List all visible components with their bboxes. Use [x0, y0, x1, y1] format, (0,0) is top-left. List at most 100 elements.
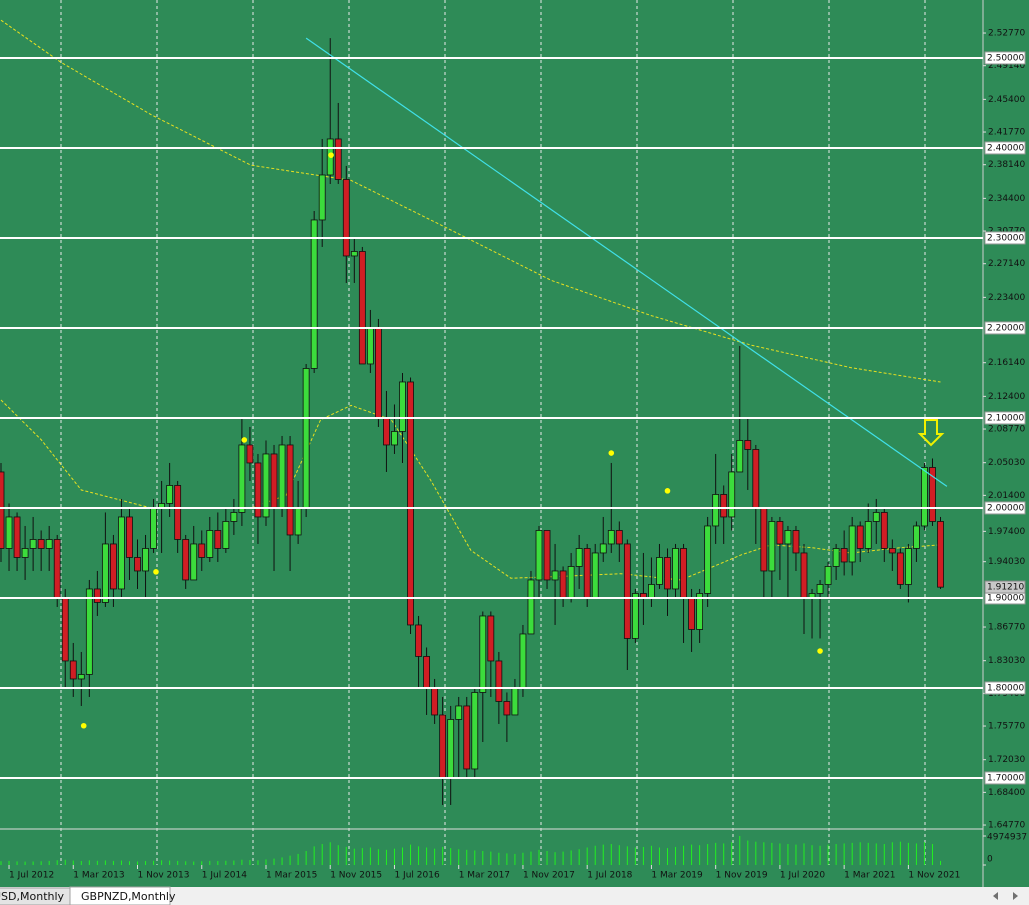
level-label-box [984, 51, 1026, 65]
x-tick-label: 1 Nov 2019 [716, 871, 768, 881]
moving-average [0, 19, 941, 383]
candle-body [479, 615, 487, 693]
candle-body [366, 327, 374, 365]
candle-body [110, 543, 117, 590]
scroll-left[interactable] [993, 892, 998, 900]
candle-body [53, 539, 61, 599]
candle-body [519, 633, 527, 689]
price-axis: 2.52770 2.49140 2.45400 2.41770 2.38140 2.344… [983, 29, 1026, 831]
level-label-box [984, 771, 1026, 785]
candle-body [559, 570, 567, 599]
candle-body [198, 543, 206, 558]
x-tick-label: 1 Nov 2015 [330, 871, 382, 881]
candle-body [342, 179, 350, 257]
candle-body [664, 557, 671, 590]
x-tick-label: 1 Jul 2020 [780, 871, 825, 881]
tab-bar: USD,Monthly GBPNZD,Monthly [0, 886, 1029, 905]
candle-body [190, 543, 198, 581]
candle-body [704, 525, 712, 594]
level-label-box [984, 681, 1026, 695]
candle-body [937, 521, 944, 588]
candle-body [599, 543, 607, 554]
tab-bar-bg [0, 887, 1029, 905]
x-tick-label: 1 Nov 2013 [138, 871, 190, 881]
candle-body [656, 557, 663, 585]
y-tick-label: 2.01400 [988, 491, 1025, 501]
candle-body [744, 440, 752, 450]
price-plot [0, 19, 948, 805]
candle-body [736, 440, 744, 473]
candle-body [37, 539, 45, 549]
candle-body [880, 512, 888, 549]
volume-panel: 4974937 0 [0, 833, 1027, 866]
scroll-right[interactable] [1013, 892, 1018, 900]
candle-body [126, 516, 133, 558]
candle-body [904, 548, 912, 585]
candle-body [696, 593, 704, 630]
y-tick-label: 1.86770 [988, 623, 1025, 633]
level-label: 2.30000 [987, 233, 1024, 243]
candle-body [278, 444, 286, 509]
volume-tick-label: 4974937 [987, 833, 1027, 843]
y-tick-label: 2.45400 [988, 95, 1025, 105]
candle-body [383, 417, 390, 446]
candle-body [358, 251, 366, 365]
candle-body [310, 219, 318, 369]
candle-body [101, 543, 109, 603]
y-tick-label: 2.05030 [988, 458, 1025, 468]
candle-body [487, 615, 495, 662]
candle-body [407, 381, 414, 626]
candle-body [93, 588, 101, 603]
candle-body [511, 687, 519, 716]
level-label: 1.90000 [987, 593, 1024, 603]
candle-body [166, 485, 174, 504]
candle-body [238, 444, 246, 513]
candle-body [270, 453, 278, 509]
candle-body [495, 660, 503, 702]
y-tick-label: 2.08770 [988, 425, 1025, 435]
y-tick-label: 2.16140 [988, 358, 1025, 368]
candle-body [672, 548, 679, 590]
x-tick-label: 1 Mar 2021 [844, 871, 895, 881]
tab-label[interactable]: USD,Monthly [0, 890, 65, 903]
candle-body [728, 471, 736, 518]
candle-body [230, 512, 238, 522]
y-tick-label: 2.12400 [988, 392, 1025, 402]
candle-body [929, 467, 936, 522]
candle-body [182, 539, 190, 581]
candle-body [13, 516, 21, 558]
candle-body [431, 687, 439, 716]
candle-body [77, 674, 85, 680]
candle-body [206, 530, 214, 558]
candle-body [648, 584, 655, 599]
candle-body [784, 530, 792, 545]
x-tick-label: 1 Jul 2016 [394, 871, 439, 881]
tab-active[interactable] [69, 886, 171, 905]
candle-body [214, 530, 222, 549]
candle-body [5, 516, 13, 549]
candle-body [575, 548, 583, 567]
candle-body [607, 530, 615, 545]
candle-body [294, 507, 302, 536]
fractal-marker [664, 488, 671, 494]
candle-body [246, 444, 254, 464]
candle-body [415, 624, 422, 657]
candle-body [888, 548, 896, 554]
candle-body [848, 525, 856, 563]
candle-body [45, 539, 53, 549]
candle-body [69, 660, 77, 680]
candle-body [447, 719, 455, 779]
tab-label[interactable]: GBPNZD,Monthly [81, 890, 176, 903]
fractal-marker [241, 437, 248, 443]
x-tick-label: 1 Nov 2021 [908, 871, 960, 881]
candle-body [85, 588, 93, 675]
fractal-marker [153, 569, 159, 575]
candle-body [567, 566, 575, 599]
volume-tick-label: 0 [987, 855, 993, 865]
x-tick-label: 1 Jul 2018 [587, 871, 632, 881]
candle-body [118, 516, 125, 590]
candle-body [631, 593, 639, 639]
candle-body [824, 566, 832, 585]
candle-body [551, 570, 559, 581]
trendline [305, 37, 948, 487]
